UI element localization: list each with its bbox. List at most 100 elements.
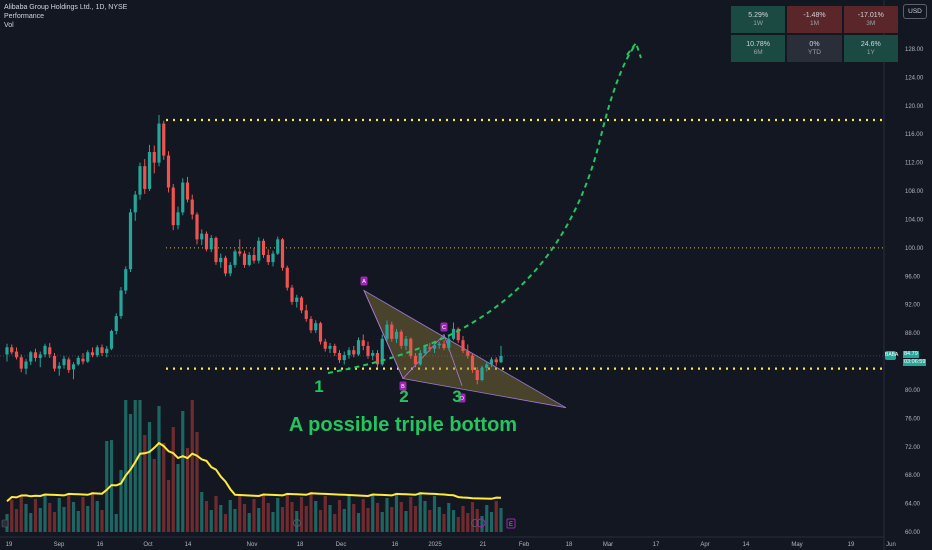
candle-body — [52, 355, 57, 369]
candle-body — [328, 345, 332, 349]
volume-bar — [19, 495, 23, 532]
candle-body — [371, 353, 375, 356]
pattern-points[interactable]: A B C D — [360, 276, 466, 403]
candle-body — [413, 355, 418, 365]
symbol-title[interactable]: Alibaba Group Holdings Ltd., 1D, NYSE — [4, 4, 128, 11]
pattern-point-d[interactable] — [458, 393, 466, 403]
candle-body — [280, 239, 285, 268]
pattern-point-c[interactable] — [440, 322, 448, 332]
volume-bar — [200, 492, 204, 532]
price-tick: 108.00 — [905, 189, 924, 195]
candle-body — [285, 267, 289, 288]
countdown-label: 03:06:59 — [903, 358, 927, 366]
volume-bar — [394, 493, 399, 532]
candle-body — [209, 237, 213, 250]
pattern-point-b[interactable] — [399, 381, 407, 391]
volume-bars — [5, 400, 503, 532]
dividend-marker-icon[interactable] — [1, 519, 9, 528]
event-circle-icon[interactable] — [476, 518, 486, 528]
currency-button[interactable]: USD — [903, 4, 927, 19]
volume-bar — [133, 400, 137, 532]
volume-bar — [437, 507, 441, 532]
event-markers[interactable]: E — [476, 518, 516, 529]
volume-bar — [176, 464, 180, 532]
candle-body — [266, 254, 270, 263]
candle-body — [204, 233, 209, 250]
volume-bar — [485, 505, 489, 532]
price-axis[interactable]: 128.00 124.00 120.00 116.00 112.00 108.00 104.… — [905, 47, 924, 536]
projection-curve[interactable] — [327, 43, 637, 374]
candle-body — [162, 123, 166, 156]
ticker-badge: BABA — [885, 350, 899, 360]
candle-body — [399, 331, 403, 346]
candle-body — [48, 347, 52, 355]
pattern-point-a[interactable] — [360, 276, 368, 286]
candle-body — [90, 352, 95, 356]
pattern-abcd-line — [363, 290, 463, 386]
volume-bar — [43, 494, 47, 532]
annotation-text[interactable]: A possible triple bottom — [289, 414, 517, 436]
volume-bar — [347, 495, 351, 532]
candle-body — [475, 370, 479, 380]
news-marker-icon[interactable] — [471, 519, 479, 527]
time-tick: Apr — [700, 542, 709, 548]
volume-bar — [456, 517, 460, 532]
volume-bar — [304, 506, 308, 532]
volume-bar — [95, 501, 99, 532]
volume-bar — [67, 493, 71, 532]
price-tick: 124.00 — [905, 75, 924, 81]
candle-body — [119, 290, 123, 317]
candle-body — [95, 347, 99, 356]
volume-bar — [114, 514, 118, 532]
volume-bar — [195, 432, 199, 532]
split-marker-icon[interactable] — [293, 519, 301, 527]
candle-body — [29, 352, 33, 362]
volume-bar — [489, 512, 494, 532]
volume-bar — [390, 507, 394, 532]
earnings-marker-icon[interactable] — [506, 518, 516, 529]
candle-body — [337, 353, 342, 361]
volume-bar — [428, 510, 432, 532]
volume-bar — [337, 500, 342, 532]
volume-bar — [219, 505, 223, 532]
volume-bar — [266, 503, 270, 532]
volume-bar — [171, 427, 175, 532]
volume-bar — [470, 502, 475, 532]
volume-bar — [447, 503, 451, 532]
candle-body — [38, 354, 42, 358]
candle-body — [494, 359, 498, 363]
time-tick: Oct — [143, 542, 153, 548]
volume-bar — [366, 508, 370, 532]
volume-bar — [157, 406, 161, 532]
time-tick: 19 — [6, 542, 13, 548]
performance-cell-6m: 10.78% 6M — [731, 35, 786, 62]
candle-body — [437, 343, 441, 346]
volume-bar — [461, 506, 465, 532]
candle-body — [485, 364, 489, 368]
volume-bar — [371, 494, 375, 532]
price-tick: 92.00 — [905, 303, 921, 309]
volume-bar — [90, 492, 95, 532]
pattern-point-label: D — [460, 396, 464, 402]
chart-corner-icons[interactable] — [1, 519, 479, 528]
horizontal-levels[interactable] — [0, 118, 884, 370]
volume-bar — [33, 499, 38, 532]
volume-bar — [252, 499, 256, 532]
volume-bar — [105, 441, 109, 532]
study-name[interactable]: Performance — [4, 13, 45, 20]
candle-body — [176, 212, 180, 226]
time-axis[interactable]: 19 Sep 16 Oct 14 Nov 18 Dec 16 2025 21 Feb 18 Mar 17 Ap… — [6, 542, 896, 548]
candle-body — [461, 340, 465, 351]
volume-bar — [290, 502, 294, 532]
volume-label[interactable]: Vol — [4, 22, 14, 29]
candle-body — [238, 251, 242, 254]
candle-body — [247, 254, 251, 265]
candle-body — [214, 237, 218, 263]
time-tick: 18 — [566, 542, 573, 548]
candle-body — [480, 367, 484, 380]
candle-body — [276, 239, 280, 254]
candle-body — [10, 347, 14, 353]
candle-body — [62, 358, 66, 366]
volume-bar — [209, 510, 213, 532]
